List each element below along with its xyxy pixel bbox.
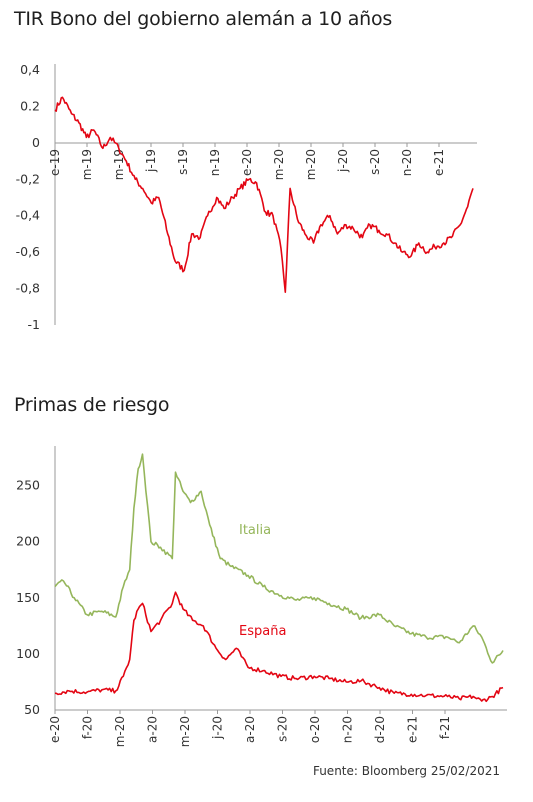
chart-1-x-tick-label: n-20	[400, 149, 414, 176]
chart-2-x-tick-label: d-20	[373, 716, 387, 743]
chart-2-y-tick-label: 200	[16, 534, 40, 549]
chart-1-x-tick-label: j-20	[336, 149, 350, 173]
chart-2-x-tick-label: m-20	[113, 716, 127, 747]
chart-2-x-tick-label: m-20	[178, 716, 192, 747]
chart-2-series-label: España	[239, 624, 286, 639]
source-note: Fuente: Bloomberg 25/02/2021	[312, 764, 500, 778]
chart-1-y-tick-label: -0,8	[16, 281, 40, 296]
chart-2-y-tick-label: 250	[16, 478, 40, 493]
chart-2-series-line-italia	[54, 453, 504, 664]
chart-2-x-tick-label: s-20	[276, 716, 290, 742]
chart-2-x-tick-label: j-20	[211, 716, 225, 740]
chart-1-y-tick-label: -0,4	[16, 208, 40, 223]
chart-1-title: TIR Bono del gobierno alemán a 10 años	[14, 8, 393, 30]
chart-2-y-tick-label: 150	[16, 590, 40, 605]
chart-1-x-tick-label: m-20	[272, 149, 286, 180]
chart-1-x-tick-label: n-19	[208, 149, 222, 176]
chart-1-y-tick-label: 0.2	[20, 98, 40, 113]
chart-1-x-tick-label: j-19	[144, 149, 158, 173]
chart-2-title: Primas de riesgo	[14, 394, 170, 416]
chart-2-series-label: Italia	[239, 523, 271, 538]
chart-2-x-tick-label: o-20	[308, 716, 322, 743]
chart-2-y-tick-label: 100	[16, 646, 40, 661]
chart-1-y-tick-label: -0,6	[16, 244, 40, 259]
chart-1-x-tick-label: m-20	[304, 149, 318, 180]
chart-1-x-tick-label: e-21	[432, 149, 446, 176]
chart-1-y-tick-label: -0,2	[16, 171, 40, 186]
chart-2-x-tick-label: e-20	[48, 716, 62, 743]
chart-1-x-tick-label: s-19	[176, 149, 190, 175]
chart-2-x-tick-label: e-21	[406, 716, 420, 743]
chart-1-y-tick-label: 0,4	[20, 62, 40, 77]
chart-2-x-tick-label: f-20	[81, 716, 95, 739]
chart-2-x-tick-label: f-21	[438, 716, 452, 739]
chart-1-x-tick-label: e-19	[48, 149, 62, 176]
chart-2-x-tick-label: a-20	[146, 716, 160, 743]
chart-2-x-tick-label: n-20	[341, 716, 355, 743]
chart-1-y-tick-label: 0	[32, 135, 40, 150]
chart-1-x-tick-label: m-19	[80, 149, 94, 180]
chart-1-x-tick-label: m-19	[112, 149, 126, 180]
chart-1-y-tick-label: -1	[28, 317, 40, 332]
chart-2-y-tick-label: 50	[24, 702, 40, 717]
chart-1-series-line	[54, 96, 474, 293]
chart-2-x-tick-label: a-20	[243, 716, 257, 743]
chart-1-x-tick-label: s-20	[368, 149, 382, 175]
chart-1-x-tick-label: e-20	[240, 149, 254, 176]
chart-2-series-line-espaa	[54, 591, 504, 703]
